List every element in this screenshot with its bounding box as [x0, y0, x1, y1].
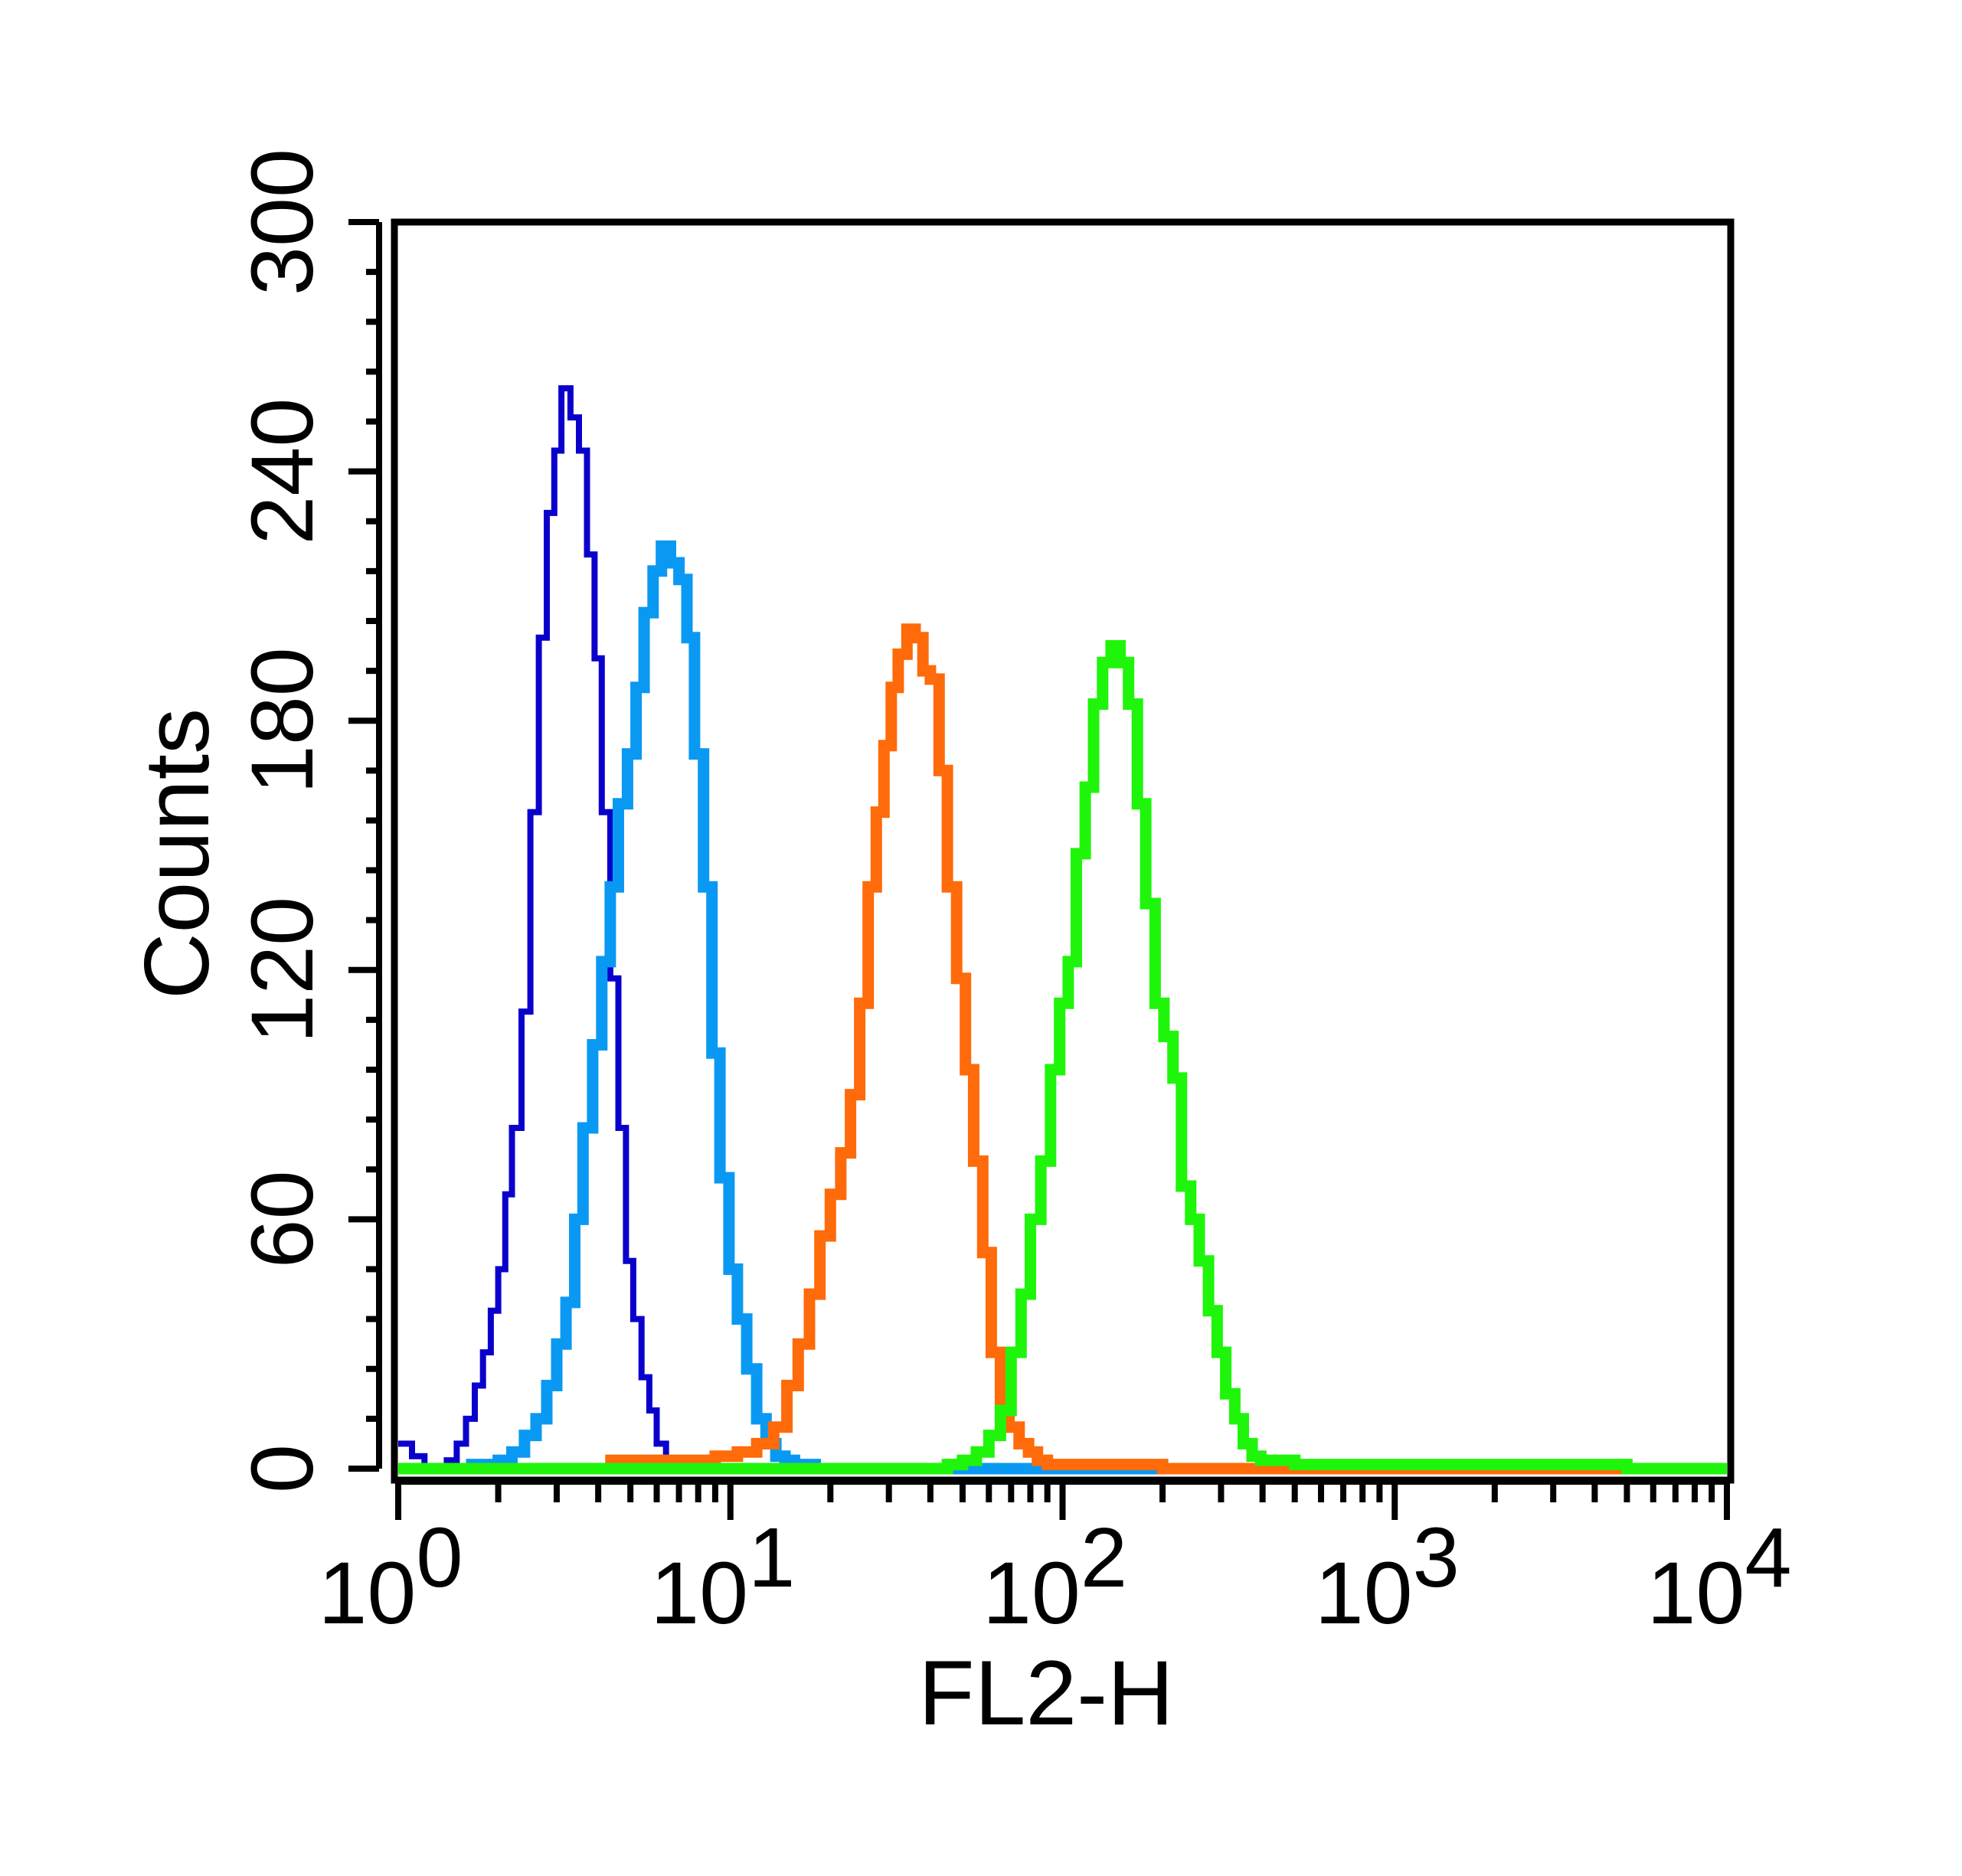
x-tick-label: 103 — [1315, 1511, 1460, 1642]
histogram-series-4 — [398, 640, 1727, 1475]
y-tick-label: 60 — [234, 1170, 332, 1268]
histogram-series-1 — [398, 385, 1727, 1472]
histogram-series-2 — [466, 540, 1727, 1475]
x-tick-label: 101 — [650, 1511, 795, 1642]
y-tick-label: 240 — [234, 398, 332, 545]
x-tick-label: 100 — [318, 1511, 463, 1642]
series-layer — [398, 385, 1727, 1475]
y-tick-label: 180 — [234, 647, 332, 794]
axes-layer: 0 60 120 180 240 300 100 101 102 103 104 — [234, 149, 1792, 1642]
y-tick-label: 300 — [234, 149, 332, 296]
y-tick-label: 120 — [234, 897, 332, 1044]
y-axis-label: Counts — [126, 708, 228, 999]
x-tick-label: 104 — [1646, 1511, 1791, 1642]
histogram-series-3 — [605, 623, 1727, 1475]
y-tick-label: 0 — [234, 1444, 332, 1493]
x-axis-label: FL2-H — [918, 1642, 1173, 1744]
x-tick-label: 102 — [983, 1511, 1127, 1642]
